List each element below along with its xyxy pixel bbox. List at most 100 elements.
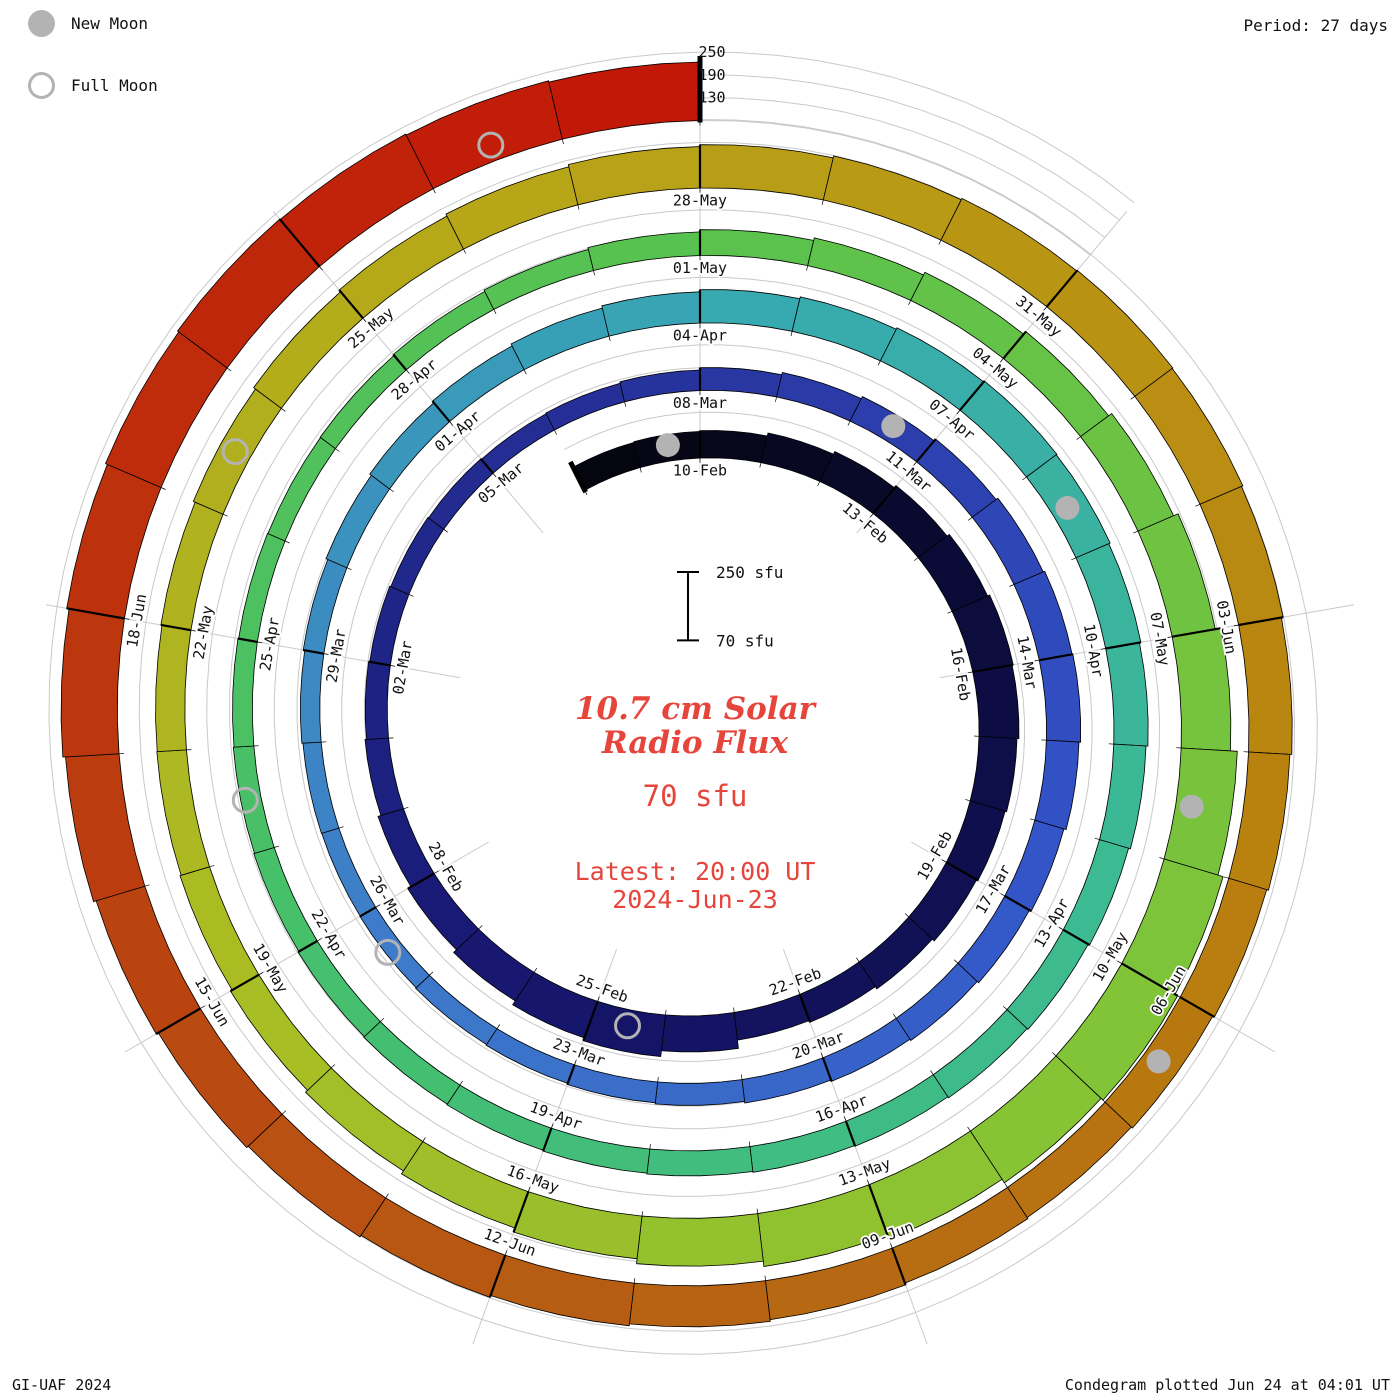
flux-bar bbox=[548, 61, 701, 140]
segment-divider bbox=[512, 1191, 530, 1233]
day-tick bbox=[390, 665, 396, 667]
day-tick bbox=[281, 408, 286, 412]
flux-bar bbox=[319, 354, 407, 450]
radial-axis-tick-label: 130 bbox=[698, 89, 725, 107]
full-moon-marker bbox=[374, 938, 402, 966]
day-tick bbox=[1022, 476, 1027, 481]
day-tick bbox=[496, 1024, 500, 1029]
day-tick bbox=[432, 188, 436, 194]
day-tick bbox=[330, 1064, 336, 1069]
day-tick bbox=[493, 309, 497, 314]
day-tick bbox=[443, 528, 448, 533]
segment-divider bbox=[303, 648, 324, 655]
flux-bar bbox=[908, 861, 978, 942]
flux-bar bbox=[377, 808, 435, 888]
flux-bar bbox=[95, 885, 201, 1035]
flux-bar bbox=[749, 1120, 856, 1173]
segment-divider bbox=[566, 1064, 576, 1085]
day-tick bbox=[821, 199, 824, 205]
segment-divider bbox=[945, 861, 979, 882]
day-tick bbox=[551, 1123, 554, 1129]
date-label: 10-Feb bbox=[673, 462, 727, 480]
day-tick bbox=[274, 845, 280, 848]
flux-bar bbox=[179, 866, 260, 991]
day-tick bbox=[817, 481, 821, 487]
flux-bar bbox=[879, 327, 985, 411]
day-tick bbox=[433, 870, 439, 874]
flux-bar bbox=[400, 1140, 529, 1229]
segment-divider bbox=[1172, 627, 1222, 638]
flux-bar bbox=[646, 1146, 754, 1177]
day-tick bbox=[478, 925, 483, 930]
segment-divider bbox=[1238, 616, 1284, 627]
day-tick bbox=[492, 473, 497, 478]
segment-divider bbox=[160, 623, 192, 632]
flux-bar bbox=[1038, 653, 1081, 743]
day-tick bbox=[1195, 503, 1201, 507]
segment-divider bbox=[959, 380, 986, 411]
day-tick bbox=[408, 594, 414, 597]
segment-divider bbox=[1062, 928, 1091, 946]
date-label: 01-May bbox=[673, 259, 727, 277]
flux-bar bbox=[660, 1012, 739, 1053]
flux-bar bbox=[566, 1064, 659, 1104]
flux-bar bbox=[932, 1009, 1028, 1099]
flux-bar bbox=[446, 1084, 552, 1151]
day-tick bbox=[389, 488, 394, 493]
day-tick bbox=[209, 865, 215, 868]
day-tick bbox=[1223, 876, 1229, 879]
day-tick bbox=[867, 1179, 870, 1185]
day-tick bbox=[459, 1080, 463, 1086]
day-tick bbox=[338, 826, 344, 829]
day-tick bbox=[1000, 893, 1005, 897]
day-tick bbox=[941, 859, 947, 863]
day-tick bbox=[967, 671, 973, 674]
day-tick bbox=[1043, 306, 1048, 311]
day-tick bbox=[856, 957, 860, 963]
segment-divider bbox=[1002, 330, 1027, 360]
day-tick bbox=[1167, 636, 1173, 638]
flux-bar bbox=[392, 290, 495, 371]
new-moon-marker bbox=[1179, 794, 1204, 819]
segment-divider bbox=[229, 973, 260, 993]
segment-divider bbox=[1121, 962, 1179, 997]
day-tick bbox=[608, 336, 611, 342]
segment-divider bbox=[407, 872, 435, 890]
day-tick bbox=[890, 1243, 893, 1249]
day-tick bbox=[877, 360, 881, 366]
day-tick bbox=[346, 567, 352, 571]
flux-bar bbox=[957, 895, 1031, 984]
segment-divider bbox=[1179, 996, 1215, 1018]
segment-divider bbox=[1039, 653, 1074, 662]
flux-bar bbox=[65, 753, 146, 903]
flux-bar bbox=[940, 197, 1078, 308]
day-tick bbox=[1034, 659, 1040, 662]
day-tick bbox=[956, 409, 961, 415]
flux-bar bbox=[699, 289, 801, 332]
flux-bar bbox=[407, 872, 480, 951]
flux-bar bbox=[232, 638, 258, 748]
day-tick bbox=[968, 517, 973, 521]
moon-markers bbox=[221, 131, 1204, 1074]
flux-bar bbox=[489, 1254, 635, 1327]
day-tick bbox=[200, 1005, 205, 1009]
day-tick bbox=[319, 266, 323, 271]
day-tick bbox=[657, 1077, 659, 1083]
flux-bar bbox=[733, 993, 810, 1041]
flux-bar bbox=[791, 296, 897, 362]
segment-divider bbox=[278, 218, 321, 268]
day-tick bbox=[1071, 557, 1077, 561]
day-tick bbox=[385, 1193, 389, 1199]
segment-divider bbox=[155, 1007, 201, 1035]
day-tick bbox=[597, 996, 600, 1002]
day-tick bbox=[930, 1070, 934, 1075]
day-tick bbox=[1004, 1183, 1008, 1188]
segment-divider bbox=[868, 1184, 890, 1240]
flux-bar bbox=[300, 649, 325, 744]
day-tick bbox=[258, 971, 264, 976]
day-tick bbox=[429, 971, 434, 976]
spiral-end-cap bbox=[568, 460, 588, 494]
day-tick bbox=[633, 1278, 636, 1284]
flux-bar bbox=[304, 1067, 424, 1172]
